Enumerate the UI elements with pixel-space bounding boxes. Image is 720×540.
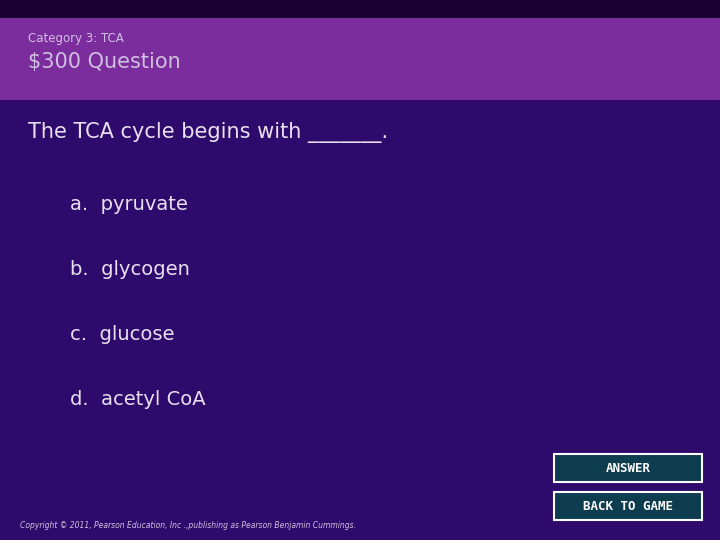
Bar (554, 492, 702, 520)
Bar (0, 0, 720, 18)
Text: c.  glucose: c. glucose (70, 325, 174, 344)
Bar (0, 18, 720, 100)
Text: a.  pyruvate: a. pyruvate (70, 195, 188, 214)
Text: ANSWER: ANSWER (606, 462, 650, 475)
Text: Category 3: TCA: Category 3: TCA (28, 32, 124, 45)
Text: b.  glycogen: b. glycogen (70, 260, 190, 279)
Text: Copyright © 2011, Pearson Education, Inc .,publishing as Pearson Benjamin Cummin: Copyright © 2011, Pearson Education, Inc… (20, 521, 356, 530)
Text: $300 Question: $300 Question (28, 52, 181, 72)
Text: BACK TO GAME: BACK TO GAME (583, 500, 673, 512)
Bar (554, 454, 702, 482)
Text: The TCA cycle begins with _______.: The TCA cycle begins with _______. (28, 122, 388, 143)
Text: d.  acetyl CoA: d. acetyl CoA (70, 390, 206, 409)
